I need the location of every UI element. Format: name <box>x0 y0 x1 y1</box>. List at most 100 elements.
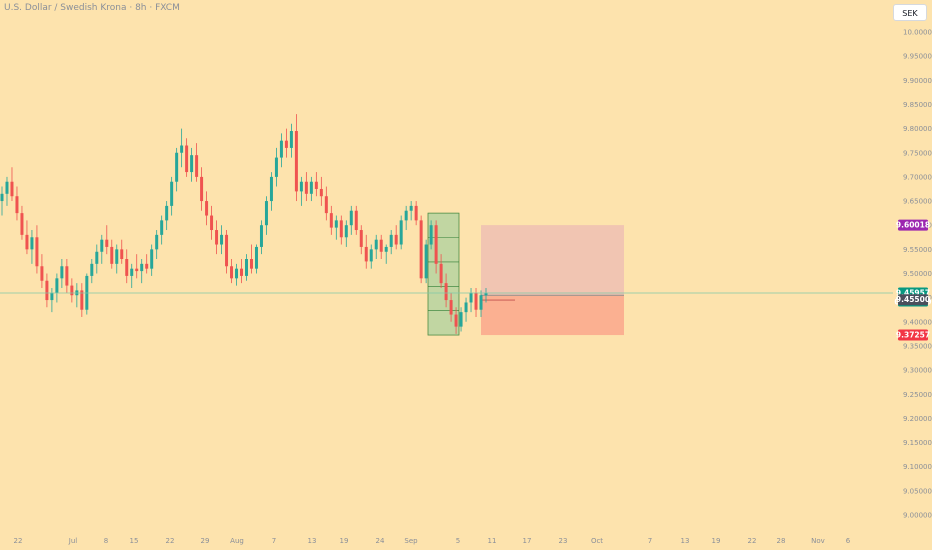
candle-body <box>359 230 363 247</box>
y-tick-label: 10.00000 <box>903 29 932 37</box>
y-tick-label: 9.75000 <box>903 149 932 157</box>
candle-body <box>414 205 418 221</box>
time-axis[interactable]: 22 Jul 8 15 22 29 Aug 7 13 19 24 Sep 5 11 17 23 Oct 7 13 19… <box>14 537 851 545</box>
x-tick-label: 19 <box>712 537 721 545</box>
candle-body <box>349 210 353 226</box>
x-tick-label: 5 <box>456 537 460 545</box>
candle-body <box>115 249 119 264</box>
candle-body <box>105 239 109 247</box>
candle-body <box>90 263 94 276</box>
x-tick-label: Oct <box>591 537 603 545</box>
candle-body <box>329 213 333 228</box>
candle-body <box>469 292 473 303</box>
candle-body <box>364 246 368 262</box>
x-tick-label: 17 <box>523 537 532 545</box>
candle-body <box>120 249 124 260</box>
candle-body <box>244 259 248 276</box>
candle-body <box>354 210 358 231</box>
measure-box <box>427 212 460 336</box>
candle-body <box>279 140 283 158</box>
candle-body <box>30 237 34 250</box>
entry-badge-bg <box>898 294 928 306</box>
candle-body <box>110 246 114 264</box>
x-tick-label: 8 <box>104 537 108 545</box>
y-tick-label: 9.65000 <box>903 198 932 206</box>
candle-body <box>210 215 214 231</box>
candle-body <box>299 181 303 192</box>
candle-body <box>220 234 224 245</box>
candle-body <box>135 268 139 272</box>
candle-body <box>10 181 14 197</box>
y-tick-label: 9.00000 <box>903 512 932 520</box>
x-tick-label: 7 <box>648 537 652 545</box>
candle-body <box>195 155 199 177</box>
candle-body <box>344 225 348 238</box>
candle-body <box>65 266 69 286</box>
y-tick-label: 9.95000 <box>903 53 932 61</box>
candle-body <box>70 285 74 296</box>
target-zone <box>481 225 624 296</box>
candle-body <box>40 266 44 281</box>
candle-body <box>254 246 258 269</box>
candle-body <box>200 176 204 202</box>
candle-body <box>225 234 229 267</box>
candle-body <box>449 300 453 315</box>
candle-body <box>444 283 448 301</box>
current-price-badge-text: 9.45957 <box>896 289 930 298</box>
candle-body <box>339 220 343 238</box>
x-tick-label: 28 <box>777 537 786 545</box>
x-tick-label: 15 <box>130 537 139 545</box>
candle-body <box>269 176 273 202</box>
x-tick-label: Aug <box>230 537 244 545</box>
candle-body <box>0 193 4 202</box>
candle-body <box>454 314 458 327</box>
candle-body <box>429 225 433 245</box>
candle-body <box>240 268 244 276</box>
y-tick-label: 9.80000 <box>903 125 932 133</box>
candle-body <box>434 225 438 264</box>
x-tick-label: 24 <box>376 537 385 545</box>
y-tick-label: 9.05000 <box>903 487 932 495</box>
candle-body <box>5 181 9 194</box>
x-tick-label: 7 <box>272 537 276 545</box>
candle-body <box>439 263 443 284</box>
y-tick-label: 9.35000 <box>903 342 932 350</box>
candle-body <box>289 131 293 148</box>
candle-body <box>314 181 318 189</box>
candle-body <box>374 239 378 250</box>
candle-body <box>140 263 144 272</box>
candle-body <box>424 244 428 279</box>
candle-series <box>0 114 488 334</box>
y-tick-label: 9.85000 <box>903 101 932 109</box>
candle-body <box>369 249 373 262</box>
x-tick-label: Jul <box>68 537 78 545</box>
candle-body <box>165 205 169 221</box>
y-tick-label: 9.90000 <box>903 77 932 85</box>
target-badge-bg <box>898 219 928 231</box>
x-tick-label: 6 <box>846 537 851 545</box>
candle-body <box>464 302 468 313</box>
x-tick-label: 13 <box>308 537 317 545</box>
price-axis[interactable]: 10.00000 9.95000 9.90000 9.85000 9.80000 9.75… <box>903 29 932 520</box>
candle-body <box>60 266 64 279</box>
x-tick-label: 23 <box>559 537 568 545</box>
candle-body <box>205 201 209 216</box>
candle-body <box>419 220 423 279</box>
currency-button[interactable]: SEK <box>893 4 927 21</box>
y-tick-label: 9.20000 <box>903 415 932 423</box>
x-tick-label: Sep <box>404 537 418 545</box>
candle-body <box>55 278 59 293</box>
target-badge-text: 9.60018 <box>896 221 930 230</box>
y-tick-label: 9.70000 <box>903 173 932 181</box>
candle-body <box>145 263 149 269</box>
candle-body <box>459 312 463 327</box>
candle-body <box>180 145 184 153</box>
symbol-title[interactable]: U.S. Dollar / Swedish Krona · 8h · FXCM <box>4 3 180 13</box>
x-tick-label: 22 <box>14 537 23 545</box>
position-tool[interactable] <box>427 212 624 336</box>
stop-badge-bg <box>898 329 928 341</box>
candle-body <box>100 239 104 252</box>
